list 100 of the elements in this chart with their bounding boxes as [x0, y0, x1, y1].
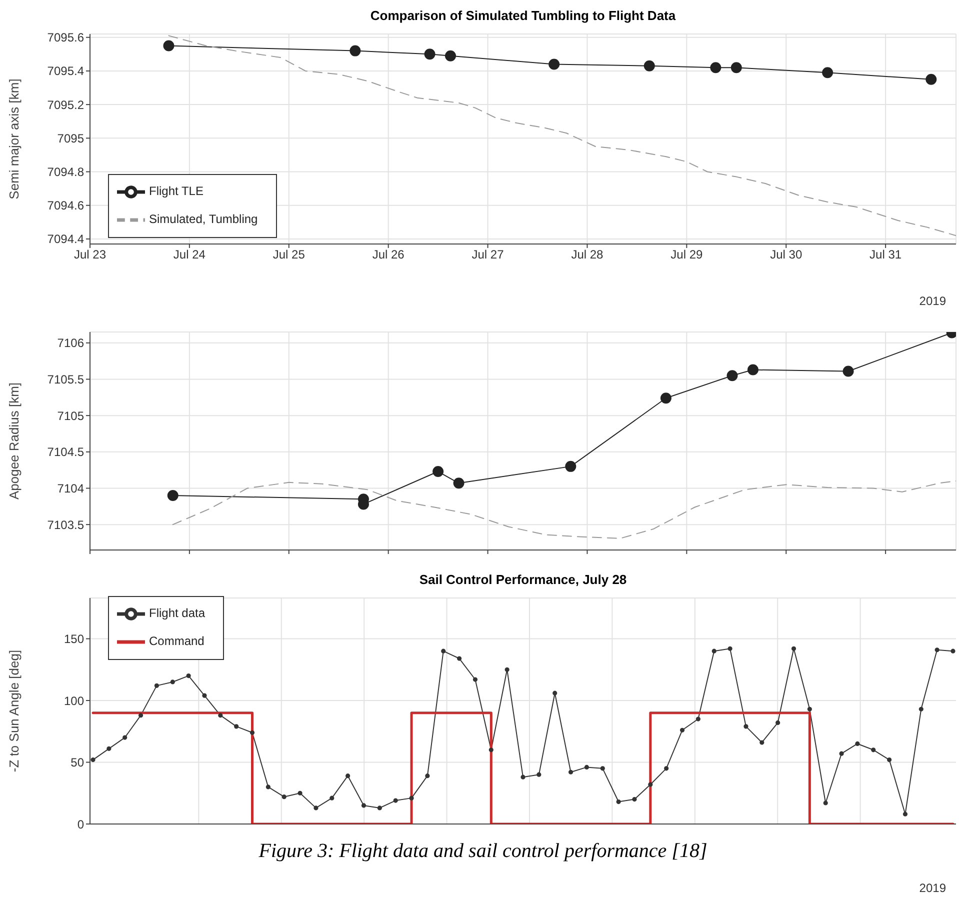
point: [600, 766, 605, 771]
point: [106, 746, 112, 751]
point: [330, 796, 334, 800]
y-tick-label: 150: [64, 632, 84, 646]
y-tick-label: 7094.6: [47, 198, 84, 213]
y-axis-title: Apogee Radius [km]: [6, 382, 22, 500]
point: [170, 680, 175, 684]
chart-title: Sail Control Performance, July 28: [418, 572, 628, 588]
point: [441, 648, 446, 654]
point: [744, 724, 748, 729]
point: [926, 74, 937, 85]
point: [842, 366, 854, 377]
chart-title: Comparison of Simulated Tumbling to Flight Data: [369, 8, 677, 24]
point: [552, 690, 558, 696]
y-tick-label: 100: [64, 694, 84, 708]
point: [728, 646, 732, 651]
point: [823, 800, 828, 806]
point: [186, 674, 191, 678]
point: [504, 667, 510, 672]
x-tick-label: Jul 31: [870, 248, 902, 262]
point: [138, 713, 144, 718]
y-tick-label: 7095.2: [47, 98, 84, 112]
y-tick-label: 0: [77, 817, 84, 832]
point: [918, 706, 924, 712]
point: [444, 50, 456, 62]
point: [350, 45, 361, 56]
legend-label: Flight TLE: [149, 184, 204, 198]
y-tick-label: 7094.8: [47, 165, 84, 180]
point: [584, 764, 590, 770]
point: [548, 58, 560, 70]
point: [234, 724, 239, 729]
point: [807, 706, 812, 712]
text: 2019: [918, 294, 947, 308]
point: [822, 67, 834, 78]
point: [680, 728, 685, 732]
y-tick-label: 7104.5: [47, 445, 84, 460]
text: 2019: [918, 881, 947, 895]
point: [409, 796, 414, 800]
point: [90, 757, 96, 762]
point: [298, 790, 302, 796]
point: [747, 364, 758, 376]
point: [616, 799, 621, 804]
x-tick-label: Jul 29: [670, 248, 703, 262]
point: [425, 774, 430, 778]
point: [456, 656, 462, 661]
y-axis-title: -Z to Sun Angle [deg]: [6, 650, 22, 772]
point: [886, 757, 892, 762]
y-tick-label: 7105: [57, 408, 84, 423]
point: [902, 812, 908, 816]
point: [855, 741, 860, 746]
point: [632, 797, 637, 802]
caption: Figure 3: Flight data and sail control performance [18]: [258, 840, 708, 863]
y-tick-label: 7105.5: [47, 372, 84, 386]
point: [696, 716, 700, 722]
point: [664, 766, 669, 771]
point: [154, 683, 160, 688]
point: [122, 735, 128, 740]
legend-label: Flight data: [149, 606, 206, 620]
point: [167, 490, 178, 501]
legend-label: Simulated, Tumbling: [149, 212, 258, 226]
point: [710, 62, 722, 74]
point: [266, 784, 270, 790]
point: [644, 60, 655, 72]
point: [250, 730, 255, 735]
point: [432, 466, 444, 478]
x-tick-label: Jul 25: [272, 248, 306, 262]
line-series: [172, 480, 956, 539]
point: [568, 770, 574, 774]
x-tick-label: Jul 28: [571, 248, 604, 262]
y-tick-label: 7095: [57, 131, 84, 146]
point: [950, 648, 956, 654]
y-tick-label: 7106: [57, 336, 84, 350]
point: [520, 774, 526, 780]
x-tick-label: Jul 27: [472, 248, 504, 262]
point: [163, 40, 174, 52]
point: [453, 478, 464, 489]
y-axis-title: Semi major axis [km]: [6, 78, 22, 200]
point: [839, 751, 844, 756]
point: [282, 794, 286, 800]
point: [871, 748, 876, 752]
point: [377, 806, 382, 810]
point: [393, 798, 398, 803]
point: [726, 370, 738, 382]
y-tick-label: 7094.4: [47, 232, 84, 246]
point: [488, 748, 494, 752]
point: [648, 782, 653, 787]
point: [314, 806, 318, 810]
point: [760, 740, 764, 745]
y-tick-label: 7095.4: [47, 64, 84, 78]
x-tick-label: Jul 24: [173, 248, 206, 262]
point: [934, 648, 940, 652]
y-tick-label: 7104: [57, 481, 84, 496]
y-tick-label: 7103.5: [47, 518, 84, 532]
point: [536, 772, 542, 777]
x-tick-label: Jul 30: [770, 248, 802, 262]
point: [202, 693, 207, 698]
x-tick-label: Jul 23: [74, 248, 106, 262]
point: [565, 460, 576, 472]
point: [730, 62, 742, 74]
point: [346, 774, 350, 778]
